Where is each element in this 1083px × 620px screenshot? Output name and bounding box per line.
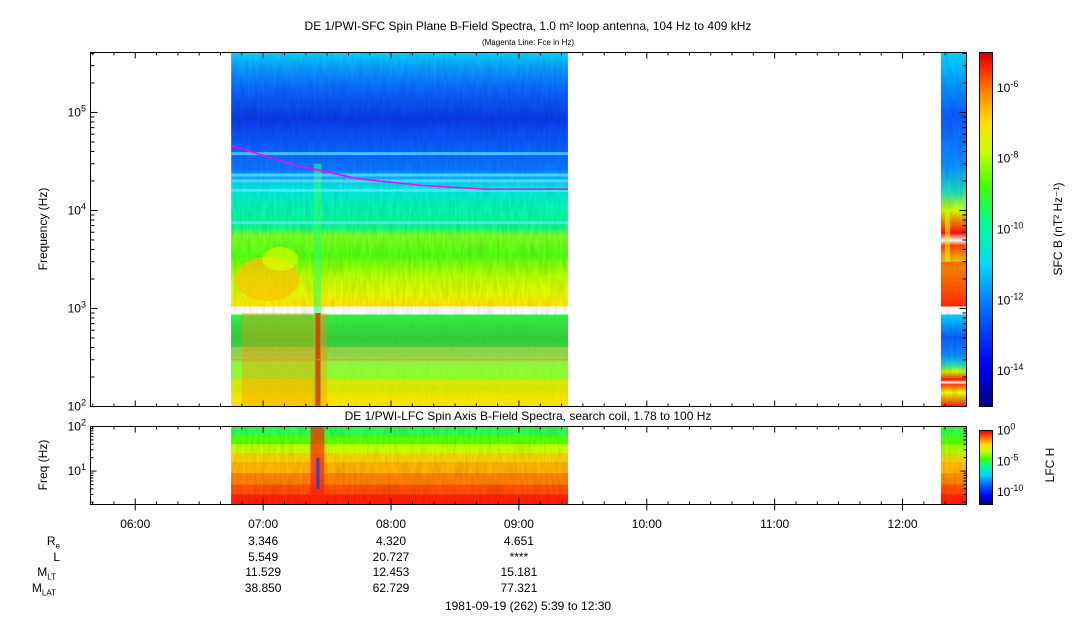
sfc-panel-frame xyxy=(90,52,967,407)
sfc-interference-line xyxy=(231,358,568,361)
ephemeris-value: 3.346 xyxy=(248,534,279,548)
ephemeris-value: 77.321 xyxy=(500,580,538,595)
x-tick-label: 11:00 xyxy=(760,517,789,531)
lfc-colorbar-label: LFC H xyxy=(1043,448,1057,483)
lfc-panel-title: DE 1/PWI-LFC Spin Axis B-Field Spectra, … xyxy=(345,409,712,423)
lfc-colorbar-tick-label: 10-10 xyxy=(997,483,1023,499)
lfc-spectrogram xyxy=(231,426,967,505)
ephemeris-value: 20.727 xyxy=(372,549,410,564)
ephemeris-value: **** xyxy=(509,549,529,564)
date-range-label: 1981-09-19 (262) 5:39 to 12:30 xyxy=(444,599,612,613)
ephemeris-label-subscript: e xyxy=(55,541,60,551)
ephemeris-label-text: M xyxy=(31,580,42,595)
ephemeris-label-subscript: LAT xyxy=(41,587,56,597)
ephemeris-value: 62.729 xyxy=(372,580,410,595)
sfc-interference-line xyxy=(231,221,568,225)
sfc-lower-band-green xyxy=(231,314,568,347)
sfc-colorbar-tick-label: 10-10 xyxy=(997,221,1023,237)
ephemeris-label-subscript: LT xyxy=(47,572,56,582)
lfc-burst-core xyxy=(316,457,320,489)
chart-title: DE 1/PWI-SFC Spin Plane B-Field Spectra,… xyxy=(305,19,752,33)
sfc-interference-line xyxy=(231,188,568,192)
sfc-burst xyxy=(313,163,322,407)
sfc-colorbar xyxy=(979,52,993,407)
x-tick-label: 07:00 xyxy=(248,517,278,531)
ephemeris-row-label: MLAT xyxy=(16,581,56,597)
chart-subtitle: (Magenta Line: Fce in Hz) xyxy=(482,38,574,47)
ephemeris-value: 4.320 xyxy=(376,534,407,548)
ephemeris-value: 12.453 xyxy=(372,565,410,579)
sfc-colorbar-tick-label: 10-14 xyxy=(997,362,1023,378)
ephemeris-label-text: R xyxy=(46,534,56,548)
sfc-lower-band-yellow xyxy=(231,378,568,407)
sfc-lower-band-lime xyxy=(231,346,568,379)
lfc-colorbar-tick-label: 100 xyxy=(997,422,1015,438)
sfc-colorbar-tick-label: 10-6 xyxy=(997,79,1018,95)
x-tick-label: 10:00 xyxy=(632,517,662,531)
x-tick-label: 12:00 xyxy=(888,517,918,531)
sfc-emission-patch xyxy=(944,210,950,262)
ephemeris-value: 11.529 xyxy=(245,565,282,579)
ephemeris-label-text: L xyxy=(53,549,60,564)
sfc-y-tick-label: 102 xyxy=(68,398,86,414)
ephemeris-value: 15.181 xyxy=(500,565,538,579)
ephemeris-label-text: M xyxy=(37,565,48,579)
sfc-y-tick-label: 105 xyxy=(68,103,86,119)
ephemeris-row-label: Re xyxy=(20,534,60,550)
x-tick-label: 08:00 xyxy=(376,517,406,531)
axes-ticks: 06:00 07:00 08:00 09:00 10:00 11:00 12:00 102 10… xyxy=(68,52,1023,531)
lfc-y-tick-label: 102 xyxy=(68,418,86,434)
ephemeris-value: 38.850 xyxy=(244,580,282,595)
lfc-y-axis-label: Freq (Hz) xyxy=(36,440,50,491)
ephemeris-value: 5.549 xyxy=(248,549,279,564)
lfc-texture xyxy=(231,426,568,505)
x-tick-label: 09:00 xyxy=(504,517,534,531)
sfc-interference-line xyxy=(231,173,568,177)
sfc-texture xyxy=(940,52,967,407)
x-tick-label: 06:00 xyxy=(120,517,150,531)
ephemeris-row-label: MLT xyxy=(16,565,56,581)
ephemeris-value: 4.651 xyxy=(503,534,534,548)
lfc-colorbar xyxy=(979,430,993,505)
sfc-colorbar-label: SFC B (nT² Hz⁻¹) xyxy=(1051,183,1065,276)
ephemeris-row-label: L xyxy=(20,550,60,564)
sfc-emission-patch xyxy=(940,261,967,307)
sfc-colorbar-tick-label: 10-12 xyxy=(997,291,1023,307)
sfc-interference-line xyxy=(231,179,568,183)
lfc-colorbar-tick-label: 10-5 xyxy=(997,452,1018,468)
lfc-texture xyxy=(940,426,967,505)
sfc-y-axis-label: Frequency (Hz) xyxy=(36,188,50,271)
fce-line xyxy=(230,144,568,190)
lfc-panel-frame xyxy=(90,426,967,505)
sfc-emission-patch xyxy=(262,246,299,271)
lfc-y-tick-label: 101 xyxy=(68,462,86,478)
sfc-spectrogram xyxy=(230,52,967,407)
sfc-interference-line xyxy=(231,152,568,156)
sfc-y-tick-label: 104 xyxy=(68,201,86,217)
sfc-colorbar-tick-label: 10-8 xyxy=(997,150,1018,166)
sfc-y-tick-label: 103 xyxy=(68,299,86,315)
